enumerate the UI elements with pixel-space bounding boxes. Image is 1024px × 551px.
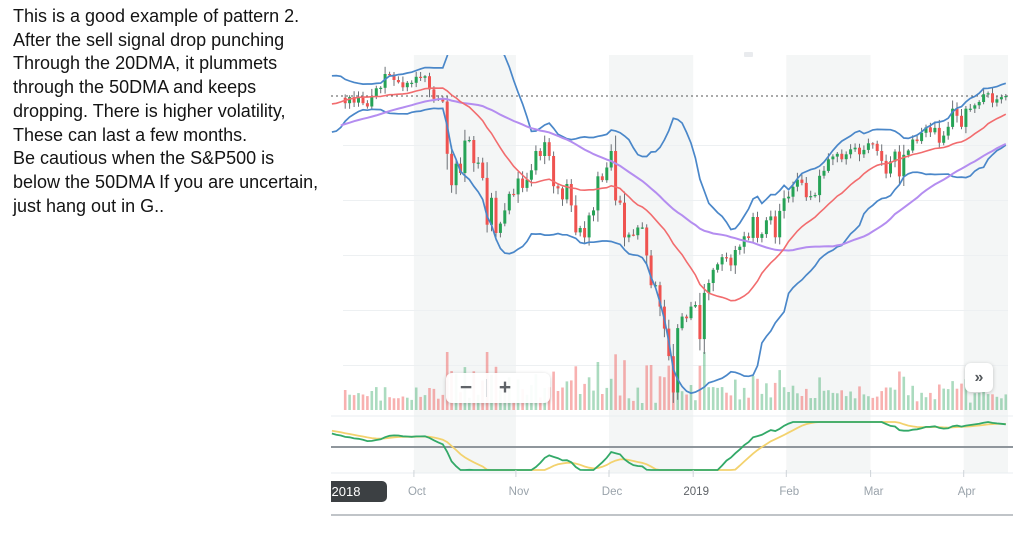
expand-button[interactable]: »	[965, 363, 993, 392]
zoom-controls: − +	[446, 373, 550, 403]
x-axis-label: Oct	[408, 486, 427, 498]
x-axis-label: Apr	[958, 486, 976, 498]
candles	[343, 66, 1008, 403]
year-pill[interactable]: 2018	[331, 481, 387, 502]
ma20-line	[331, 87, 1007, 302]
oscillator-main-line	[331, 421, 1006, 471]
oscillator-lines	[331, 421, 1006, 471]
x-axis-label: Dec	[602, 486, 623, 498]
double-chevron-right-icon: »	[974, 368, 984, 386]
stock-chart-widget: Oct Nov Dec 2019 Feb Mar Apr − + » 2018	[331, 28, 1013, 524]
x-axis-label: Mar	[864, 486, 884, 498]
candlestick-chart-canvas[interactable]: Oct Nov Dec 2019 Feb Mar Apr	[331, 28, 1013, 524]
overlay-lines	[331, 55, 1007, 395]
zoom-out-button[interactable]: −	[446, 373, 486, 403]
annotation-text: This is a good example of pattern 2. Aft…	[13, 6, 319, 216]
price-gridlines	[343, 145, 1008, 366]
x-axis-label: 2019	[683, 486, 709, 498]
ma50-line	[340, 97, 1007, 252]
zoom-in-button[interactable]: +	[487, 373, 523, 403]
bollinger-lower-band	[331, 107, 1007, 395]
x-axis-label: Nov	[509, 486, 530, 498]
x-axis: Oct Nov Dec 2019 Feb Mar Apr	[408, 470, 976, 498]
zoom-controls-divider	[486, 379, 487, 397]
x-axis-label: Feb	[779, 486, 799, 498]
background-stripes	[413, 55, 1008, 473]
bollinger-upper-band	[331, 55, 1007, 231]
tooltip-artifact	[744, 52, 753, 57]
